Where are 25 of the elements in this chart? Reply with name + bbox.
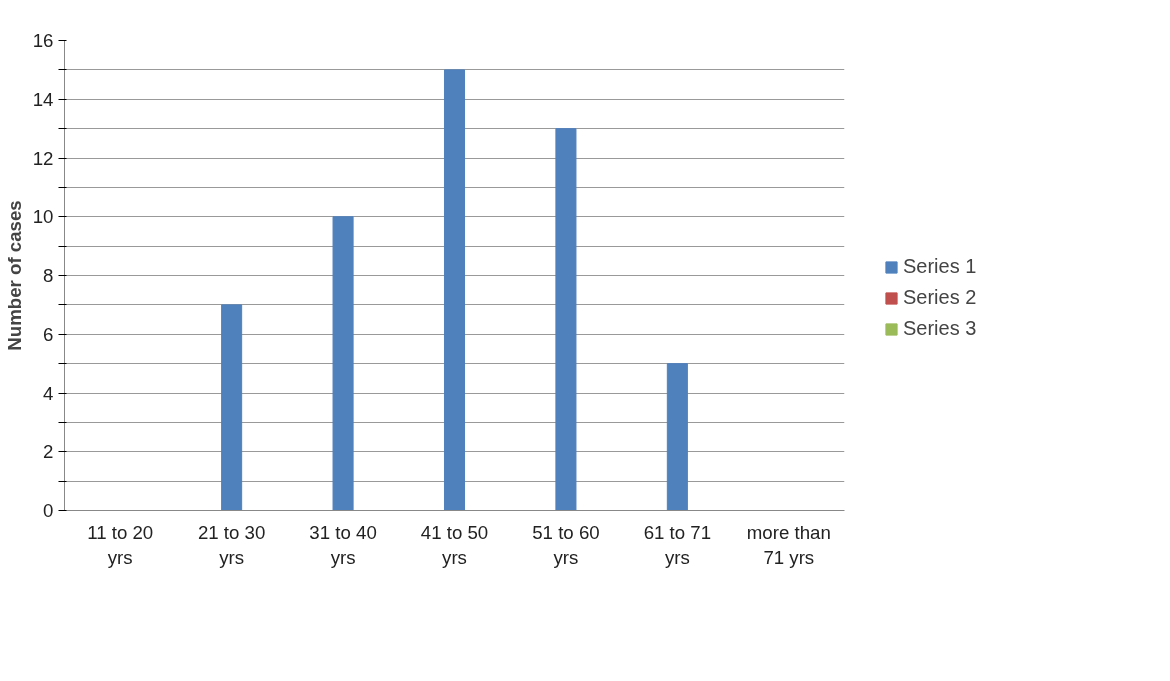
y-tick-label: 16 xyxy=(32,30,54,51)
x-tick-label: 41 to 50 yrs xyxy=(420,521,489,568)
y-tick-label: 6 xyxy=(43,323,54,345)
x-tick-label: 31 to 40 yrs xyxy=(309,521,377,568)
y-tick-label: 8 xyxy=(43,265,54,286)
y-tick-label: 2 xyxy=(43,441,54,463)
bar xyxy=(666,363,688,511)
y-tick-label: 0 xyxy=(43,500,54,521)
y-tick-label: 10 xyxy=(32,206,54,228)
x-tick-label: 61 to 71 yrs xyxy=(643,521,712,568)
y-tick-label: 12 xyxy=(32,147,54,169)
bar xyxy=(555,128,577,511)
x-tick-label: 21 to 30 yrs xyxy=(197,521,266,568)
x-tick-label: 51 to 60 yrs xyxy=(532,521,600,568)
bar xyxy=(221,304,243,511)
y-tick-label: 14 xyxy=(32,88,54,110)
x-tick-label: 11 to 20 yrs xyxy=(87,521,154,568)
x-tick-label: more than 71 yrs xyxy=(746,521,831,568)
y-tick-label: 4 xyxy=(43,382,54,404)
legend-label: Series 1 xyxy=(903,255,977,278)
legend-label: Series 2 xyxy=(903,286,977,309)
legend-label: Series 3 xyxy=(903,317,977,340)
bar xyxy=(443,69,466,511)
y-axis-title: Number of cases xyxy=(3,200,25,351)
bar xyxy=(332,216,354,511)
